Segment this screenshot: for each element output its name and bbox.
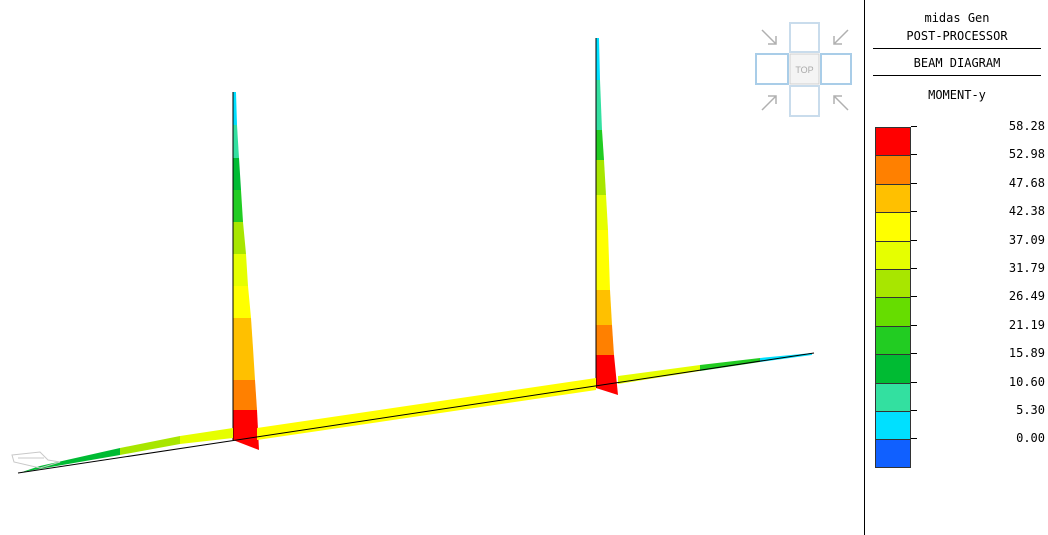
legend-swatch [875,212,911,241]
legend-swatch [875,382,911,411]
diagram-type: BEAM DIAGRAM [913,56,1001,70]
legend-tick [911,409,917,411]
legend-tick [911,154,917,156]
legend-value: 52.98 [1008,147,1045,162]
legend-swatch [875,410,911,440]
result-legend-panel: midas Gen POST-PROCESSOR BEAM DIAGRAM MO… [864,0,1048,535]
view-cube[interactable]: TOP [755,22,852,117]
legend-tick [911,126,917,127]
legend-swatch [875,127,911,156]
legend-tick [911,239,917,241]
legend-swatch [875,297,911,326]
view-cube-face-label: TOP [795,65,813,75]
legend-value: 0.00 [1016,431,1045,446]
legend-tick [911,381,917,383]
legend-value: 47.68 [1008,175,1045,190]
left-column-moment-diagram [232,92,259,450]
legend-swatch [875,354,911,383]
legend-swatch [875,439,911,468]
module-name: POST-PROCESSOR [906,29,1008,43]
legend-value: 10.60 [1008,374,1045,389]
app-name: midas Gen [924,11,990,25]
legend-value: 58.28 [1008,119,1045,133]
right-column-moment-diagram [595,38,618,395]
legend-value: 31.79 [1008,260,1045,275]
legend-swatch [875,183,911,213]
beam-diagram-canvas: TOP [11,22,852,474]
divider [873,48,1041,49]
divider [873,75,1041,76]
legend-swatch [875,155,911,184]
legend-value: 42.38 [1008,204,1045,219]
legend-tick [911,324,917,326]
legend-value: 15.89 [1008,346,1045,361]
legend-value: 37.09 [1008,232,1045,247]
legend-swatch [875,325,911,355]
model-viewport[interactable]: TOP [0,0,860,535]
legend-tick [911,211,917,213]
legend-value: 5.30 [1016,402,1045,417]
beam-moment-diagram [17,352,815,474]
result-component: MOMENT-y [928,88,986,102]
legend-tick [911,182,917,184]
legend-tick [911,296,917,298]
support-symbol [11,451,61,469]
legend-value: 26.49 [1008,289,1045,304]
legend-swatch [875,240,911,269]
legend-swatch [875,268,911,298]
legend-value: 21.19 [1008,317,1045,332]
legend-tick [911,353,917,355]
legend-tick [911,438,917,440]
legend-tick [911,267,917,269]
